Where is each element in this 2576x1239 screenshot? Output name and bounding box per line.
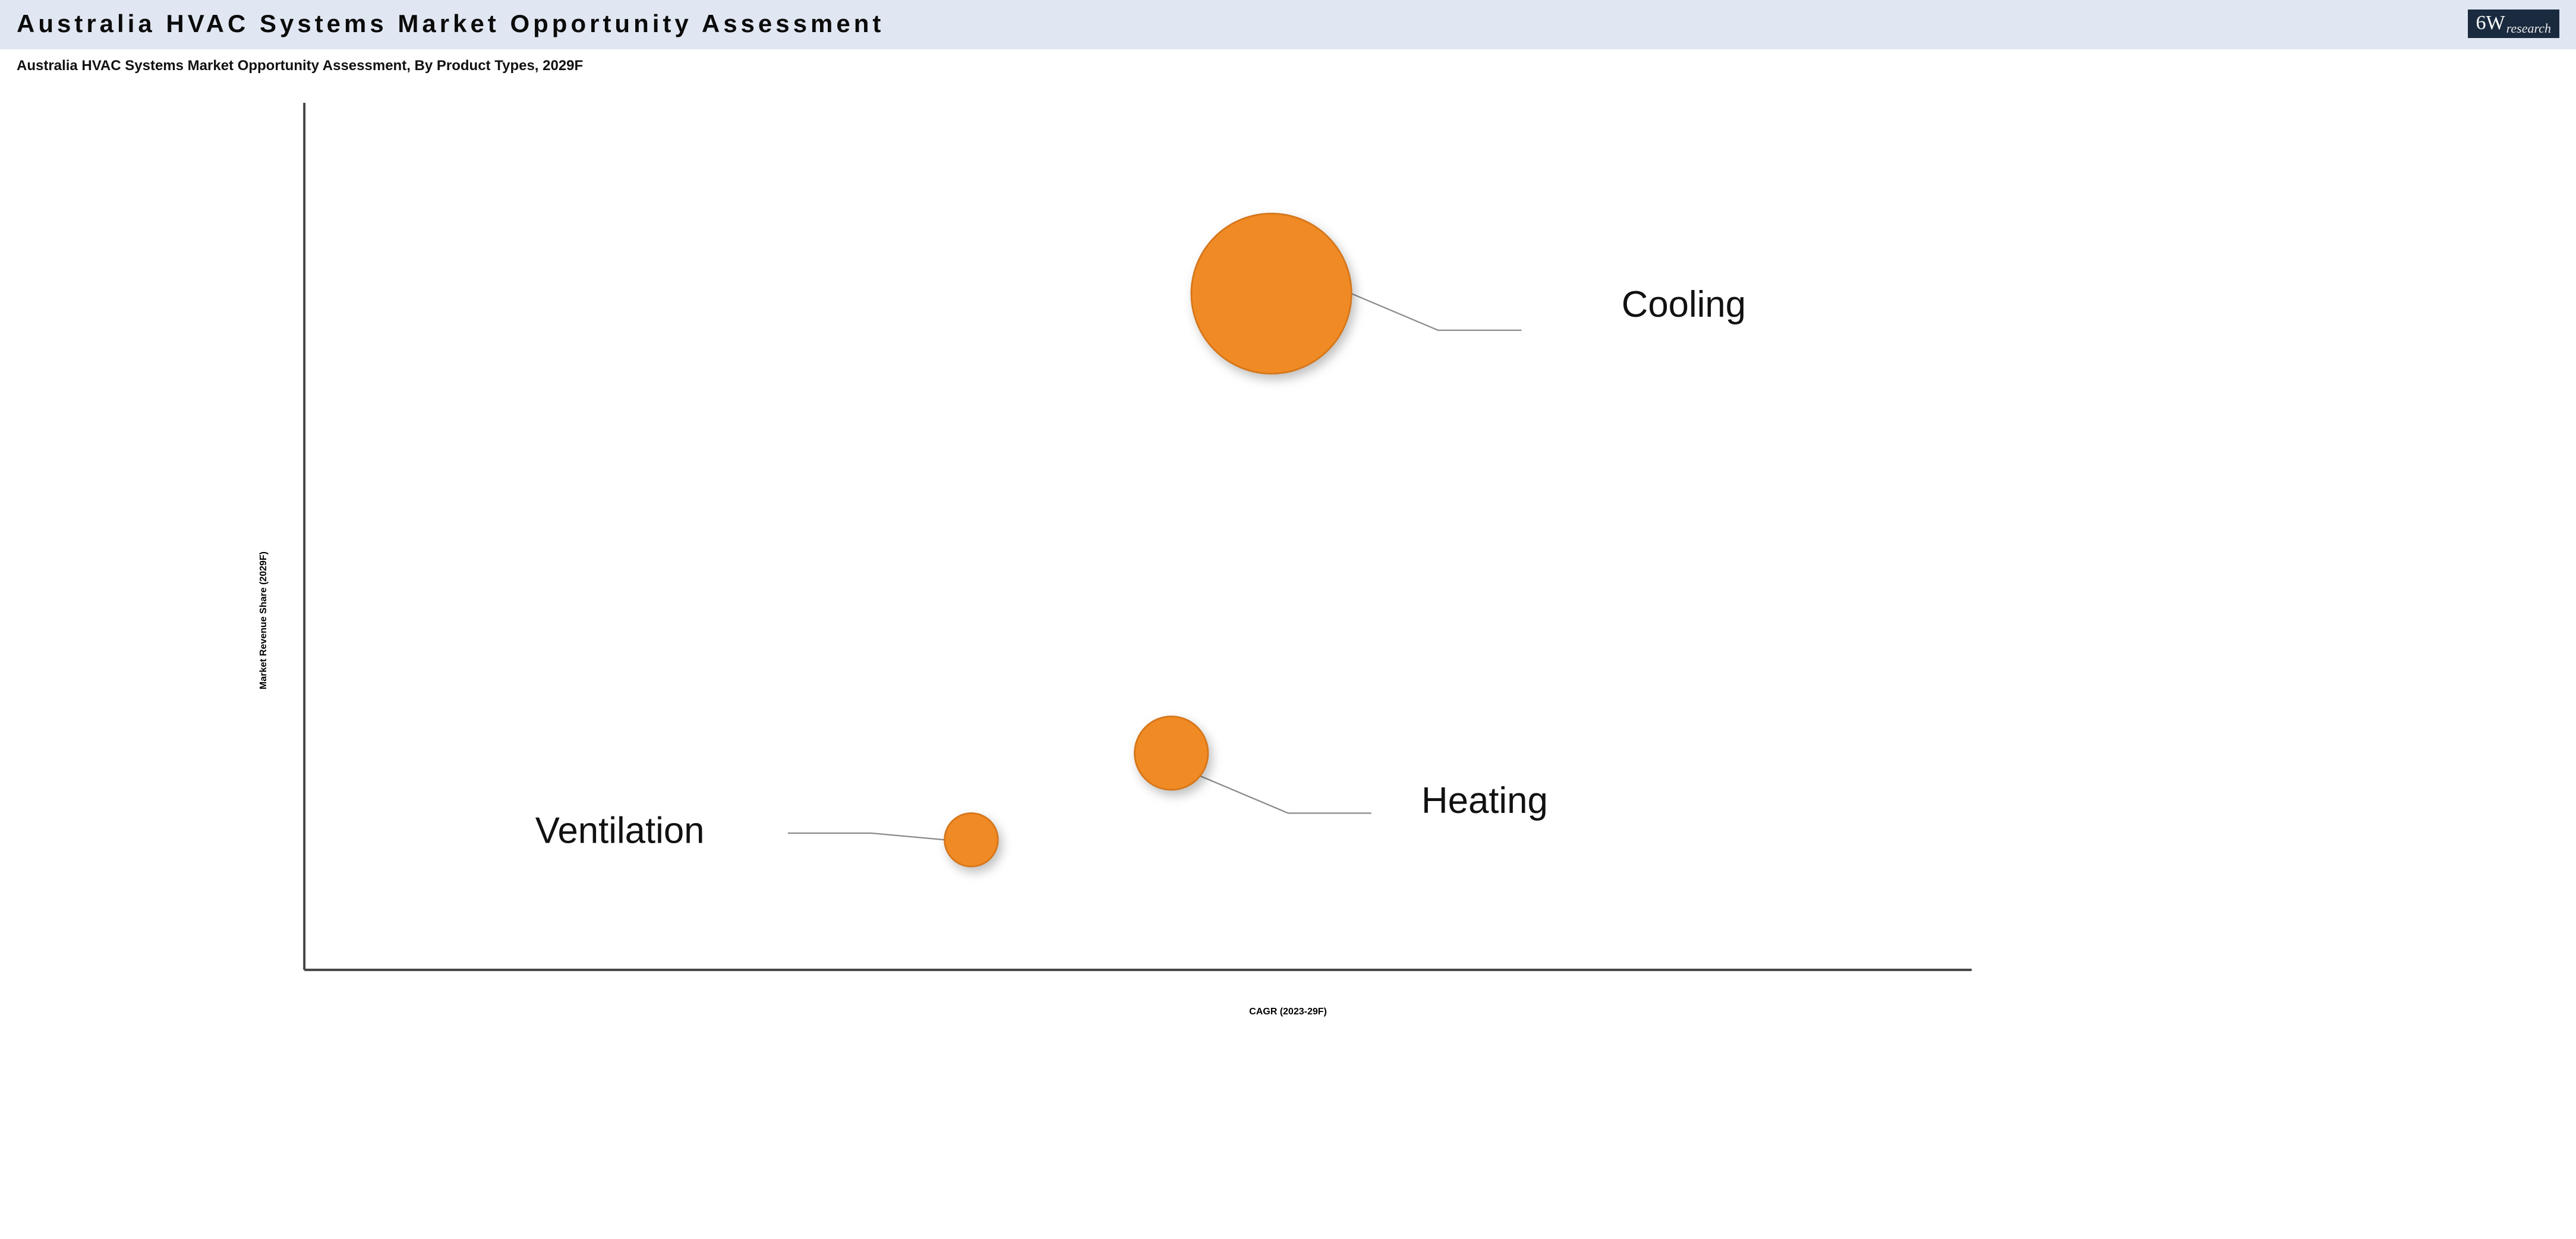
brand-logo: 6W research (2468, 10, 2559, 38)
bubble-label-ventilation: Ventilation (535, 810, 705, 851)
page-root: Australia HVAC Systems Market Opportunit… (0, 0, 2576, 1029)
y-axis-label: Market Revenue Share (2029F) (258, 551, 269, 689)
x-axis-label: CAGR (2023-29F) (271, 1007, 2305, 1017)
leader-line (788, 833, 972, 840)
logo-research-text: research (2506, 21, 2551, 36)
chart-container: Market Revenue Share (2029F) Cooling Heat… (0, 74, 2576, 1029)
chart-subtitle: Australia HVAC Systems Market Opportunit… (17, 58, 2559, 74)
logo-6w-text: 6W (2476, 12, 2505, 34)
bubble-chart-svg: Cooling Heating Ventilation (271, 86, 2305, 1003)
chart-inner: Market Revenue Share (2029F) CoolingHeat… (271, 86, 2305, 1017)
header-bar: Australia HVAC Systems Market Opportunit… (0, 0, 2576, 49)
bubble-label-heating: Heating (1421, 780, 1548, 821)
subtitle-wrap: Australia HVAC Systems Market Opportunit… (0, 49, 2576, 74)
page-title: Australia HVAC Systems Market Opportunit… (17, 8, 884, 40)
bubble-cooling (1191, 213, 1351, 373)
bubble-label-cooling: Cooling (1622, 283, 1746, 324)
bubble-ventilation (944, 813, 998, 866)
bubble-heating (1134, 716, 1207, 789)
